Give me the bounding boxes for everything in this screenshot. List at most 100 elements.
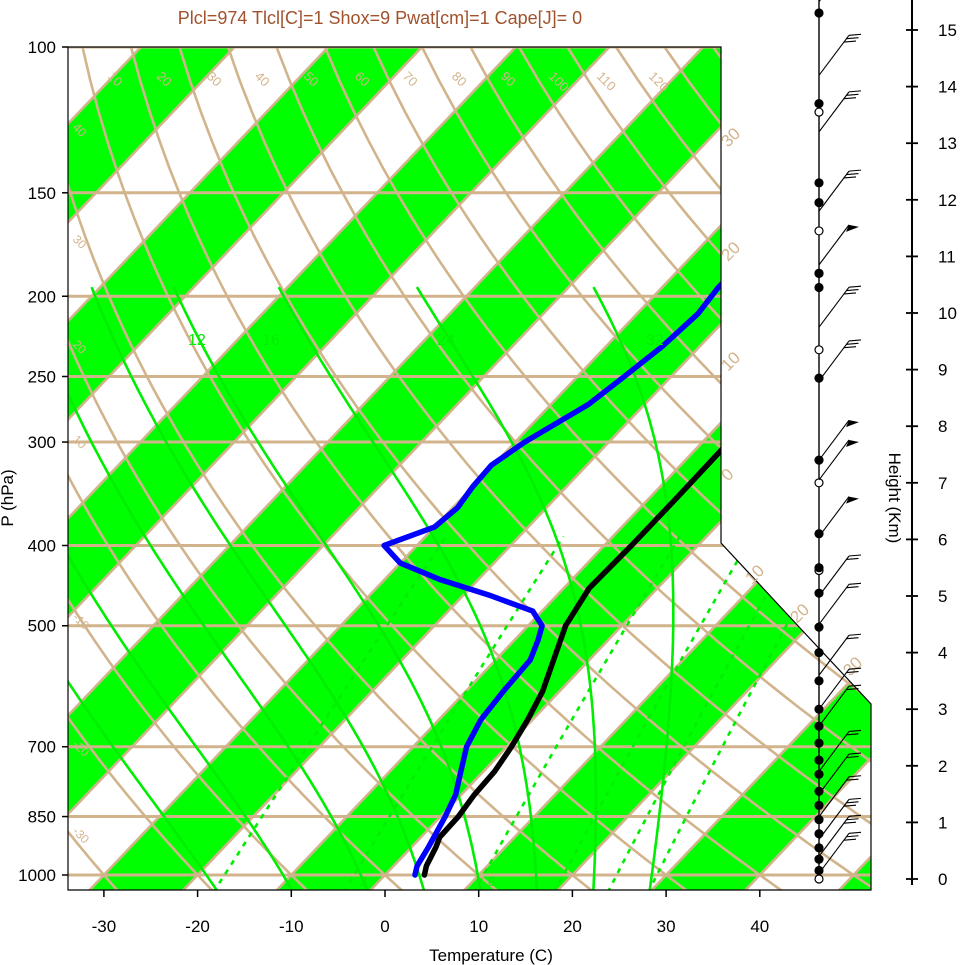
temperature-band (0, 42, 52, 895)
isotherm-line (68, 47, 334, 890)
pressure-axis: 100 150 200 250 300 400 500 700 850 1000 (18, 38, 68, 885)
pressure-tick-label: 400 (28, 537, 56, 556)
filled-height-marker (814, 786, 824, 796)
mixing-ratio-line (212, 535, 448, 890)
adiabat-label: 110 (594, 69, 619, 94)
wind-barb (843, 292, 857, 295)
height-tick-label: 15 (938, 21, 957, 40)
isotherm-line (68, 47, 241, 890)
wind-barb (848, 339, 862, 342)
filled-height-marker (814, 622, 824, 632)
pressure-tick-label: 500 (28, 617, 56, 636)
height-tick-label: 6 (938, 530, 947, 549)
pressure-tick-label: 850 (28, 808, 56, 827)
wind-barb (843, 838, 857, 841)
filled-height-marker (814, 529, 824, 539)
wind-barb (848, 582, 862, 585)
filled-height-marker (814, 98, 824, 109)
theta-e-label: 24 (437, 332, 455, 349)
filled-height-marker (814, 676, 824, 686)
height-axis-title: Height (Km) (885, 453, 904, 544)
height-tick-label: 10 (938, 304, 957, 323)
height-tick-label: 13 (938, 134, 957, 153)
height-tick-label: 14 (938, 78, 957, 97)
height-tick-label: 5 (938, 587, 947, 606)
filled-height-marker (814, 755, 824, 765)
mixing-ratio-label: 8 (488, 874, 495, 889)
wind-barb (846, 37, 859, 40)
filled-height-marker (814, 8, 824, 18)
mixing-ratio-line (552, 535, 753, 890)
isotherm-line (0, 42, 52, 895)
pressure-tick-label: 100 (28, 38, 56, 57)
wind-barb-flag (846, 224, 859, 232)
height-tick-label: 1 (938, 813, 947, 832)
wind-barb-staff (818, 170, 850, 212)
height-tick-label: 12 (938, 191, 957, 210)
adiabat-label: 80 (449, 69, 470, 90)
adiabat-label: 40 (252, 69, 273, 90)
wind-barb-staff (818, 634, 850, 676)
wind-barb-flag (846, 439, 859, 447)
filled-height-marker (814, 865, 824, 876)
wind-barb-staff (818, 439, 850, 481)
wind-barb (848, 667, 862, 670)
moist-adiabat (592, 286, 675, 890)
dry-adiabat (226, 47, 871, 890)
temperature-tick-label: 20 (563, 917, 582, 936)
dry-adiabat (68, 47, 216, 890)
isotherm-line (68, 47, 428, 890)
height-tick-label: 11 (938, 247, 956, 266)
height-tick-label: 2 (938, 757, 947, 776)
dry-adiabat (81, 47, 691, 890)
height-tick-label: 4 (938, 644, 947, 663)
wind-barb-staff (818, 731, 850, 772)
filled-height-marker (814, 647, 824, 658)
open-height-marker (814, 874, 824, 884)
plot-frame (67, 46, 872, 891)
filled-height-marker (814, 769, 824, 779)
wind-barb-staff (818, 668, 850, 710)
temperature-tick-label: 10 (469, 917, 488, 936)
open-height-marker (814, 226, 824, 236)
wind-barb-staff (818, 496, 850, 537)
moist-adiabat (68, 286, 370, 890)
dry-adiabat (372, 47, 871, 890)
wind-barb (848, 285, 862, 288)
adiabat-label: -30 (70, 824, 92, 846)
isotherm-line (68, 47, 522, 890)
wind-barb (848, 554, 862, 557)
filled-height-marker (814, 198, 824, 208)
theta-e-label: 12 (188, 332, 206, 349)
wind-barb (846, 755, 859, 759)
open-height-marker (814, 478, 824, 488)
x-axis-title: Temperature (C) (429, 946, 553, 965)
filled-height-marker (814, 800, 824, 811)
wind-barb (848, 33, 862, 36)
filled-height-marker (814, 588, 824, 598)
mixing-ratio-label: 3 (360, 874, 367, 889)
wind-barb (846, 733, 859, 736)
height-axis: 012345678910111213141516 (906, 0, 957, 889)
wind-barb-staff (818, 34, 850, 76)
wind-barb (846, 172, 859, 176)
wind-barb (846, 586, 859, 589)
wind-barb-staff (818, 555, 850, 597)
pressure-tick-label: 300 (28, 433, 56, 452)
wind-barb (846, 688, 859, 691)
temperature-bands (0, 42, 871, 895)
dry-adiabat (68, 47, 501, 890)
wind-barb (848, 729, 862, 733)
wind-barb (848, 814, 862, 817)
wind-barb (846, 342, 859, 345)
theta-e-label: 32 (646, 332, 664, 349)
wind-barb-staff (818, 340, 850, 382)
wind-barb (848, 775, 862, 778)
open-height-marker (814, 107, 824, 117)
dry-adiabat (178, 47, 871, 890)
temperature-axis: -30 -20 -10 0 10 20 30 40 (92, 890, 769, 936)
wind-barb-staff (818, 753, 850, 795)
wind-barb (846, 835, 859, 838)
chart-title: Plcl=974 Tlcl[C]=1 Shox=9 Pwat[cm]=1 Cap… (178, 8, 582, 28)
